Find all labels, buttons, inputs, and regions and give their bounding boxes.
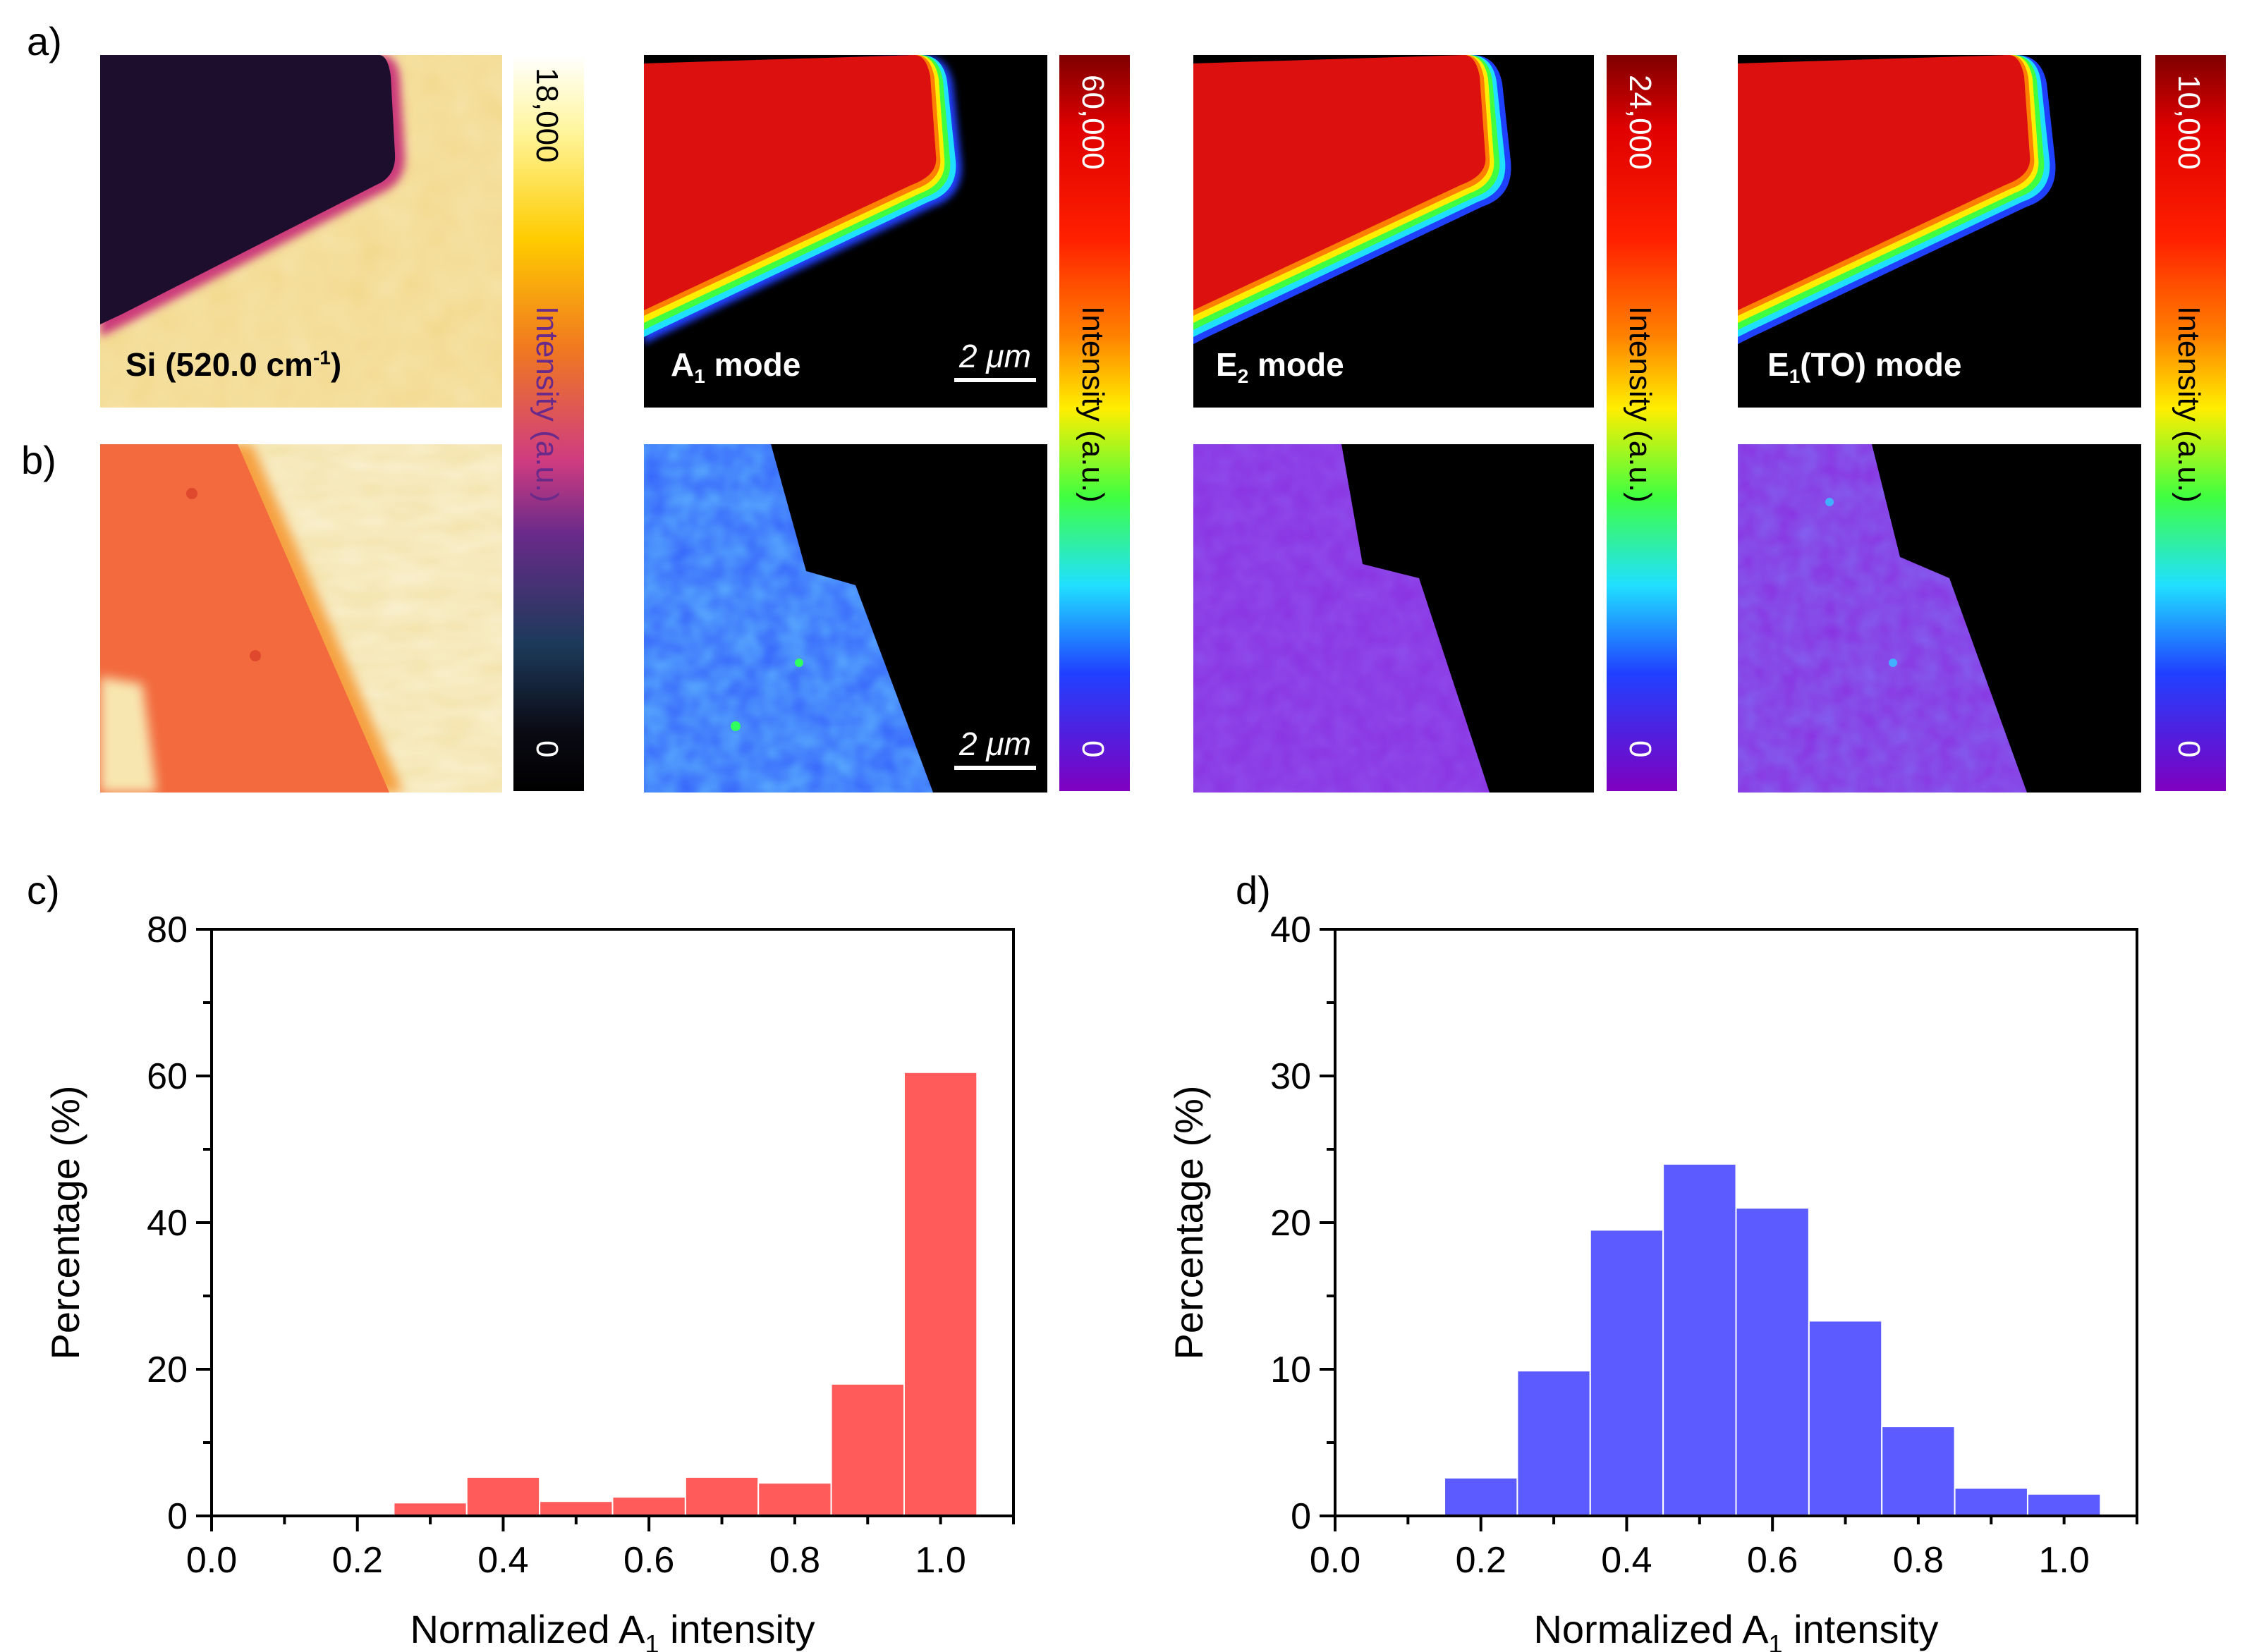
hist-d-bar bbox=[1881, 1426, 1956, 1517]
e1to-map-a: E1(TO) mode bbox=[1738, 55, 2141, 408]
hist-d-bar bbox=[1808, 1320, 1883, 1517]
hist-c-bar bbox=[757, 1482, 832, 1517]
hist-d-y-tick-label: 20 bbox=[1270, 1203, 1311, 1244]
e2-map-a: E2 mode bbox=[1193, 55, 1594, 408]
colorbar-e2 bbox=[1607, 55, 1677, 791]
hist-d-y-tick-label: 0 bbox=[1291, 1496, 1311, 1537]
hist-d-bar bbox=[1444, 1476, 1518, 1517]
histogram-d: 0.0 0.2 0.4 0.6 0.8 1.0 0 10 20 30 40 Normalized A1… bbox=[1167, 910, 2138, 1652]
hist-c-bar bbox=[903, 1071, 978, 1517]
colorbar-si-min: 0 bbox=[530, 740, 564, 758]
hist-c-x-tick-label: 0.8 bbox=[769, 1540, 820, 1581]
hist-d-x-tick-label: 0.0 bbox=[1310, 1540, 1360, 1581]
hist-d-y-tick-label: 30 bbox=[1270, 1056, 1311, 1097]
hist-d-x-tick-label: 0.2 bbox=[1456, 1540, 1506, 1581]
scale-bar-a: 2 μm bbox=[954, 337, 1036, 382]
hist-d-bar bbox=[1735, 1207, 1810, 1517]
colorbar-a1-max: 60,000 bbox=[1076, 75, 1110, 170]
hist-c-y-tick-label: 80 bbox=[147, 910, 188, 950]
hist-d-x-tick-label: 0.6 bbox=[1747, 1540, 1798, 1581]
hist-d-bar bbox=[1954, 1487, 2028, 1517]
scale-bar-b-text: 2 μm bbox=[959, 726, 1031, 762]
colorbar-si bbox=[513, 55, 584, 791]
hist-c-y-tick-label: 20 bbox=[147, 1350, 188, 1390]
hist-c-bar bbox=[465, 1476, 541, 1517]
hist-d-x-tick-label: 0.4 bbox=[1601, 1540, 1652, 1581]
a1-map-a: A1 mode 2 μm bbox=[644, 55, 1047, 408]
panel-label-a: a) bbox=[27, 19, 62, 63]
hist-c-bar bbox=[830, 1383, 905, 1517]
panel-label-d: d) bbox=[1236, 868, 1271, 912]
hist-d-y-tick-label: 10 bbox=[1270, 1350, 1311, 1390]
hist-d-bar bbox=[1516, 1370, 1591, 1517]
e2-map-b bbox=[1193, 444, 1594, 793]
hist-d-y-axis-label: Percentage (%) bbox=[1167, 1085, 1211, 1359]
hist-c-x-axis-label: Normalized A1 intensity bbox=[410, 1607, 815, 1652]
hist-d-bar bbox=[1662, 1163, 1737, 1517]
panel-label-c: c) bbox=[27, 868, 60, 912]
hist-c-x-tick-label: 0.2 bbox=[332, 1540, 383, 1581]
e2-mode-label: E2 mode bbox=[1216, 346, 1344, 388]
hist-c-y-axis-label: Percentage (%) bbox=[43, 1085, 87, 1359]
si-map-label: Si (520.0 cm-1) bbox=[126, 346, 342, 383]
colorbar-e1to-title: Intensity (a.u.) bbox=[2172, 306, 2206, 503]
colorbar-a1-title: Intensity (a.u.) bbox=[1076, 306, 1110, 503]
hist-d-y-tick-label: 40 bbox=[1270, 910, 1311, 950]
hist-c-y-tick-label: 0 bbox=[167, 1496, 188, 1537]
histogram-c: 0.0 0.2 0.4 0.6 0.8 1.0 0 20 40 60 80 Normalized A1… bbox=[43, 910, 1015, 1652]
hist-d-x-tick-label: 0.8 bbox=[1893, 1540, 1944, 1581]
hist-c-x-tick-label: 1.0 bbox=[915, 1540, 966, 1581]
colorbar-a1-min: 0 bbox=[1076, 740, 1110, 758]
panel-label-b: b) bbox=[21, 438, 56, 482]
scale-bar-a-text: 2 μm bbox=[959, 338, 1031, 374]
colorbar-e2-max: 24,000 bbox=[1623, 75, 1657, 170]
si-map-a: Si (520.0 cm-1) bbox=[100, 55, 502, 408]
hist-c-x-tick-label: 0.0 bbox=[186, 1540, 237, 1581]
hist-d-x-tick-label: 1.0 bbox=[2038, 1540, 2089, 1581]
a1-mode-label: A1 mode bbox=[671, 346, 801, 388]
colorbar-e2-min: 0 bbox=[1623, 740, 1657, 758]
colorbar-a1 bbox=[1059, 55, 1130, 791]
a1-map-b: 2 μm bbox=[644, 444, 1047, 793]
colorbar-si-max: 18,000 bbox=[530, 68, 564, 163]
scale-bar-b: 2 μm bbox=[954, 725, 1036, 770]
e1to-mode-label: E1(TO) mode bbox=[1767, 346, 1962, 388]
colorbar-e1to bbox=[2155, 55, 2226, 791]
hist-d-x-axis-label: Normalized A1 intensity bbox=[1533, 1607, 1938, 1652]
hist-d-bar bbox=[2026, 1493, 2102, 1517]
si-map-b bbox=[100, 444, 502, 793]
colorbar-e1to-max: 10,000 bbox=[2172, 75, 2206, 170]
colorbar-e1to-min: 0 bbox=[2172, 740, 2206, 758]
colorbar-e2-title: Intensity (a.u.) bbox=[1623, 306, 1657, 503]
hist-c-x-tick-label: 0.4 bbox=[477, 1540, 528, 1581]
e1to-map-b bbox=[1738, 444, 2141, 793]
hist-c-bar bbox=[393, 1502, 468, 1517]
hist-c-bar bbox=[684, 1476, 760, 1517]
hist-c-x-tick-label: 0.6 bbox=[623, 1540, 674, 1581]
hist-d-bar bbox=[1589, 1229, 1664, 1517]
hist-c-bar bbox=[611, 1495, 686, 1517]
hist-c-bar bbox=[539, 1500, 614, 1517]
colorbar-si-title: Intensity (a.u.) bbox=[530, 306, 564, 503]
hist-c-y-tick-label: 40 bbox=[147, 1203, 188, 1244]
hist-c-y-tick-label: 60 bbox=[147, 1056, 188, 1097]
